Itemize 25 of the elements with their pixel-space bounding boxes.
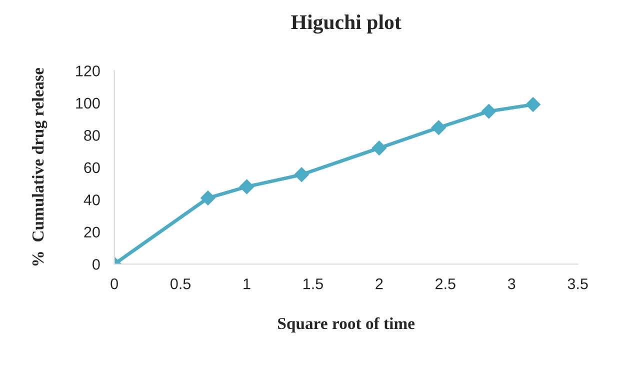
point bbox=[239, 179, 254, 194]
x-tick-label: 3 bbox=[508, 278, 516, 290]
x-tick-label: 0 bbox=[110, 278, 118, 290]
y-tick-label: 20 bbox=[84, 226, 100, 238]
y-axis-title: % Cumulative drug release bbox=[32, 68, 48, 266]
y-tick-label: 40 bbox=[84, 194, 100, 206]
x-tick-label: 2 bbox=[376, 278, 383, 290]
x-tick-label: 1.5 bbox=[304, 278, 323, 290]
x-tick-label: 2.5 bbox=[436, 278, 456, 290]
y-tick-label: 120 bbox=[76, 66, 100, 76]
x-tick-label: 3.5 bbox=[568, 278, 588, 290]
x-axis-title: Square root of time bbox=[278, 317, 415, 333]
point bbox=[481, 104, 496, 119]
x-tick-label: 1 bbox=[244, 278, 250, 290]
chart-title: Higuchi plot bbox=[291, 14, 402, 34]
point bbox=[526, 97, 540, 112]
point bbox=[200, 190, 216, 206]
y-tick-label: 60 bbox=[84, 162, 100, 174]
point bbox=[372, 140, 387, 156]
y-tick-label: 0 bbox=[92, 258, 100, 270]
x-tick-label: 0.5 bbox=[170, 278, 191, 290]
point bbox=[431, 120, 446, 135]
point bbox=[294, 167, 309, 182]
y-tick-label: 100 bbox=[76, 98, 100, 109]
y-tick-label: 80 bbox=[84, 130, 100, 141]
